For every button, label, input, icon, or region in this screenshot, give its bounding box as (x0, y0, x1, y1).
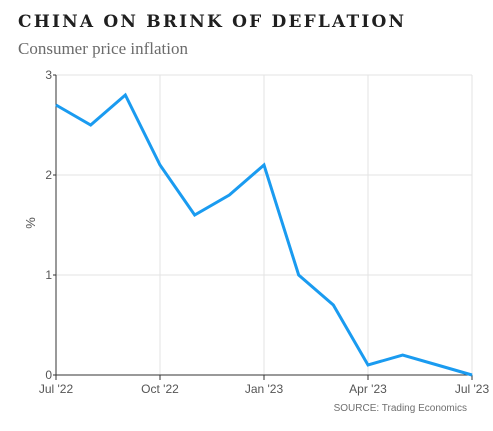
source-note: SOURCE: Trading Economics (333, 403, 467, 414)
x-tick-labels: Jul '22 Oct '22 Jan '23 Apr '23 Jul '23 (39, 382, 490, 396)
x-tick-label: Oct '22 (141, 382, 179, 396)
x-tick-label: Apr '23 (349, 382, 387, 396)
y-tick-label: 0 (45, 368, 52, 382)
data-point (436, 364, 438, 366)
axes (53, 74, 473, 380)
y-tick-label: 1 (45, 268, 52, 282)
data-point (194, 214, 196, 216)
x-tick-label: Jul '23 (455, 382, 490, 396)
data-point (332, 304, 334, 306)
y-tick-labels: 0 1 2 3 (45, 68, 52, 382)
data-point (55, 104, 57, 106)
data-point (228, 194, 230, 196)
chart-subtitle: Consumer price inflation (18, 39, 188, 58)
chart-title: CHINA ON BRINK OF DEFLATION (18, 12, 407, 32)
data-point (298, 274, 300, 276)
data-point (124, 94, 126, 96)
series-layer (55, 92, 473, 377)
y-axis-label: % (23, 217, 38, 229)
data-point (159, 164, 161, 166)
data-point (263, 164, 265, 166)
data-point (402, 354, 404, 356)
y-tick-label: 2 (45, 168, 52, 182)
x-tick-label: Jul '22 (39, 382, 74, 396)
data-point (471, 374, 473, 376)
data-point (367, 364, 369, 366)
data-point (90, 124, 92, 126)
x-tick-label: Jan '23 (245, 382, 284, 396)
y-tick-label: 3 (45, 68, 52, 82)
grid-lines (55, 74, 473, 375)
